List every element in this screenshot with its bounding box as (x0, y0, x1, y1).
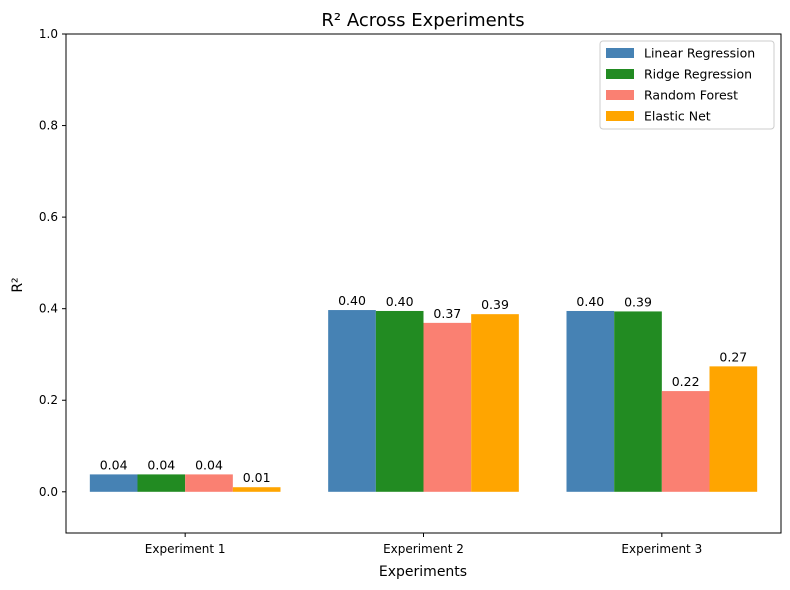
bar (709, 366, 758, 492)
legend-swatch (606, 69, 634, 79)
x-axis: Experiment 1 Experiment 2 Experiment 3 (145, 533, 702, 556)
bar (423, 322, 472, 492)
y-tick-label: 0.6 (39, 210, 58, 224)
y-axis-title: R² (10, 277, 26, 292)
x-tick-label: Experiment 2 (383, 542, 464, 556)
bar-value-label: 0.04 (100, 457, 128, 472)
bar (614, 311, 662, 492)
y-axis: 0.0 0.2 0.4 0.6 0.8 1.0 (39, 27, 66, 499)
bar (328, 310, 376, 492)
bar (232, 487, 281, 492)
legend-swatch (606, 48, 634, 58)
y-tick-label: 0.2 (39, 393, 58, 407)
bar-value-label: 0.39 (481, 297, 509, 312)
legend: Linear Regression Ridge Regression Random … (599, 40, 775, 130)
legend-label: Random Forest (644, 88, 738, 103)
bar (185, 474, 233, 492)
x-axis-title: Experiments (379, 564, 467, 580)
y-tick-label: 0.0 (39, 485, 58, 499)
bar (661, 391, 710, 492)
bar (137, 474, 186, 492)
x-tick-label: Experiment 3 (621, 542, 702, 556)
legend-label: Ridge Regression (644, 67, 752, 82)
legend-frame (599, 40, 775, 130)
bar (471, 314, 519, 492)
legend-label: Elastic Net (644, 109, 711, 124)
bar-value-label: 0.27 (719, 349, 747, 364)
y-tick-label: 1.0 (39, 27, 58, 41)
bar-value-label: 0.22 (672, 374, 700, 389)
legend-swatch (606, 111, 634, 121)
x-tick-label: Experiment 1 (145, 542, 226, 556)
bar-value-label: 0.01 (243, 470, 271, 485)
bars-layer (89, 310, 758, 492)
legend-label: Linear Regression (644, 46, 755, 61)
chart-title: R² Across Experiments (321, 10, 524, 31)
y-tick-label: 0.8 (39, 119, 58, 133)
y-tick-label: 0.4 (39, 302, 58, 316)
bar-value-label: 0.40 (338, 293, 366, 308)
bar (566, 310, 615, 492)
bar-value-label: 0.04 (195, 457, 223, 472)
bar-value-label: 0.04 (147, 457, 175, 472)
bar-value-label: 0.40 (576, 294, 604, 309)
bar-value-label: 0.39 (624, 294, 652, 309)
bar-value-label: 0.40 (386, 294, 414, 309)
bar-value-label: 0.37 (433, 306, 461, 321)
bar (89, 474, 138, 492)
legend-swatch (606, 90, 634, 100)
data-labels-layer: 0.04 0.40 0.40 0.04 0.40 0.39 0.04 0.37 0.22 0.01… (100, 293, 748, 485)
bar (375, 310, 424, 492)
